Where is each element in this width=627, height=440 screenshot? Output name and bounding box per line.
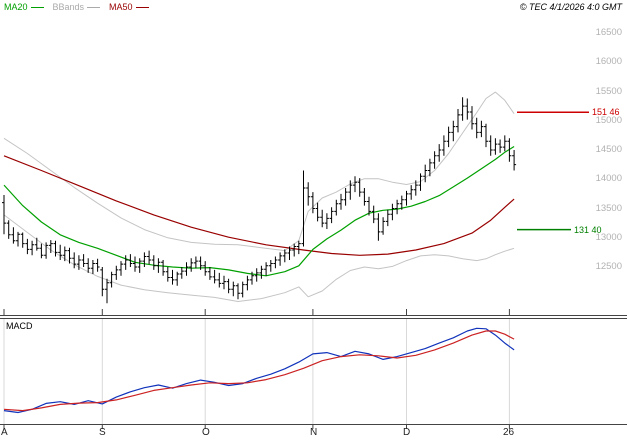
macd-panel-label: MACD	[6, 321, 33, 331]
macd-line	[3, 327, 515, 414]
legend-label-ma50: MA50	[109, 2, 133, 12]
price-axis-label: 15500	[595, 86, 622, 97]
ma20-line	[3, 145, 515, 277]
ma50-line	[3, 155, 515, 256]
price-axis-label: 15000	[595, 115, 622, 126]
x-axis-label: N	[310, 427, 318, 438]
month-gridlines	[3, 319, 510, 424]
legend-item-ma20: MA20	[4, 2, 44, 12]
x-axis-label: 26	[503, 427, 515, 438]
legend-item-ma50: MA50	[109, 2, 149, 12]
month-ticks	[3, 309, 510, 429]
legend-label-ma20: MA20	[4, 2, 28, 12]
resistance-level-label: 151 46	[592, 107, 620, 117]
bollinger-lower-line	[3, 214, 515, 302]
x-axis-label: A	[1, 427, 8, 438]
price-axis-label: 16500	[595, 27, 622, 38]
macd-signal-line	[3, 330, 515, 412]
price-axis-label: 13500	[595, 203, 622, 214]
bollinger-upper-line	[3, 91, 515, 252]
price-axis-label: 16000	[595, 56, 622, 67]
x-axis-label: O	[202, 427, 210, 438]
x-axis-label: S	[99, 427, 106, 438]
price-axis-label: 14500	[595, 144, 622, 155]
ma20-line-swatch-icon	[30, 6, 44, 8]
price-axis-label: 12500	[595, 261, 622, 272]
legend: MA20 BBands MA50	[4, 2, 149, 12]
x-axis-label: D	[403, 427, 411, 438]
ma50-line-swatch-icon	[135, 6, 149, 8]
legend-label-bbands: BBands	[52, 2, 85, 12]
bbands-line-swatch-icon	[87, 6, 101, 8]
ohlc-bars	[2, 97, 517, 304]
price-axis-label: 13000	[595, 232, 622, 243]
panel-borders	[0, 315, 627, 425]
price-axis-label: 14000	[595, 173, 622, 184]
copyright-text: © TEC 4/1/2026 4:0 GMT	[519, 2, 622, 12]
support-level-label: 131 40	[574, 225, 602, 235]
legend-item-bbands: BBands	[53, 2, 101, 12]
